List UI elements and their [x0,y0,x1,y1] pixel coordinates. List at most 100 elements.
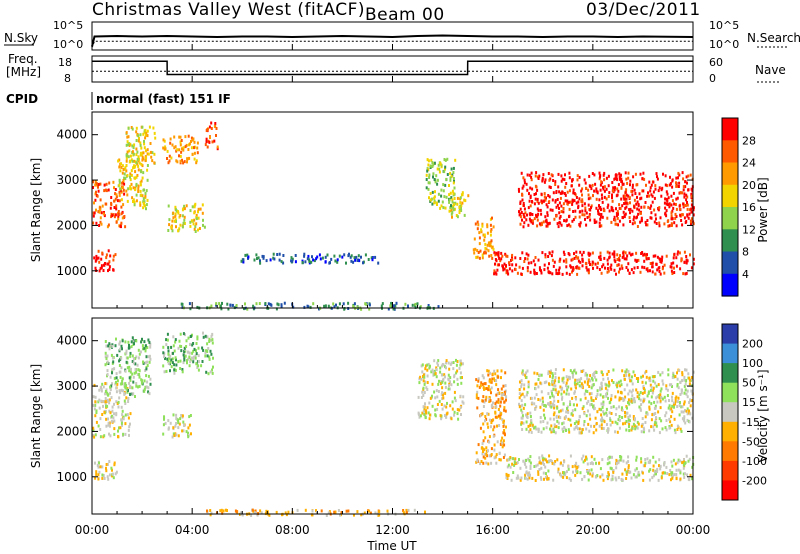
power-cell [657,189,660,193]
velocity-cell [644,371,647,375]
power-cell [674,212,677,216]
velocity-cell [105,344,108,348]
velocity-cell [190,432,192,436]
velocity-cell [493,379,496,382]
power-cell [187,134,190,138]
power-cell [645,257,648,261]
velocity-cell [443,404,446,408]
power-cell [150,155,153,159]
power-cell [137,187,140,191]
power-cell [593,218,596,222]
velocity-cell [195,349,197,353]
velocity-cell [623,388,626,392]
power-cell [618,258,621,262]
velocity-cell [573,369,575,373]
velocity-cell [637,380,639,383]
power-cell [149,150,152,154]
power-cell [576,272,579,276]
velocity-cell [208,355,211,359]
velocity-cell [378,510,381,514]
velocity-cell [608,461,611,465]
power-cell [636,200,639,204]
power-cell [596,190,599,194]
velocity-cell [683,476,686,479]
velocity-cell [580,369,583,373]
velocity-cell [512,457,515,461]
velocity-cell [118,364,121,367]
velocity-cell [481,442,484,446]
power-cell [126,135,129,139]
velocity-cell [680,410,683,414]
velocity-cell [116,353,119,357]
velocity-cell [499,404,502,408]
power-cell [140,153,143,157]
power-cell [607,269,610,273]
velocity-cell [509,465,512,469]
velocity-cell [188,415,191,419]
velocity-cell [671,395,673,399]
power-cell [146,134,149,138]
power-cell [526,269,529,273]
velocity-cell [143,379,146,383]
power-cell [623,257,626,261]
power-cell [563,253,566,256]
velocity-cell [672,458,675,462]
power-cell [635,216,638,220]
power-cell [630,268,633,272]
velocity-cell [138,352,141,356]
velocity-cell [540,466,543,470]
power-cell [598,204,600,208]
velocity-cell [571,371,574,375]
velocity-cell [420,364,423,368]
power-cell [623,214,626,217]
power-cell [146,164,149,167]
velocity-cell [629,414,631,418]
power-cell [452,166,455,170]
power-cell [124,166,127,170]
velocity-cell [677,458,680,462]
power-cell [673,221,676,225]
velocity-cell [485,461,488,465]
velocity-cell [132,361,135,365]
velocity-cell [542,471,545,475]
velocity-cell [664,426,667,430]
velocity-cell [106,462,109,466]
velocity-cell [201,346,204,350]
velocity-cell [104,355,107,359]
velocity-cell [554,372,557,376]
power-cell [352,304,355,308]
velocity-cell [127,416,130,420]
power-cell [445,177,448,181]
power-cell [128,149,131,153]
power-cell [497,254,500,258]
power-cell [547,172,550,175]
velocity-cell [204,354,207,358]
power-cell [675,207,678,211]
velocity-cell [124,369,127,373]
velocity-cell [195,362,198,366]
velocity-cell [118,396,121,400]
velocity-cell [188,351,191,355]
power-cell [557,225,560,229]
noise-tick-left-bottom: 10^0 [53,38,83,51]
power-cell [308,260,311,263]
power-cell [461,191,464,195]
power-cell [257,256,260,260]
velocity-cell [582,460,585,464]
date-label: 03/Dec/2011 [586,0,701,20]
power-cell [581,187,584,191]
power-cbar-swatch [722,184,738,208]
velocity-cell [419,414,422,418]
power-cell [528,217,531,221]
power-cell [643,177,646,181]
power-cell [137,164,140,168]
power-cell [428,196,430,200]
power-cell [600,224,603,228]
velocity-cell [487,449,489,453]
velocity-cell [652,375,655,379]
velocity-cell [182,420,185,424]
velocity-cell [641,423,644,427]
power-cell [215,127,218,130]
velocity-cell [516,474,519,478]
velocity-cell [589,472,592,476]
